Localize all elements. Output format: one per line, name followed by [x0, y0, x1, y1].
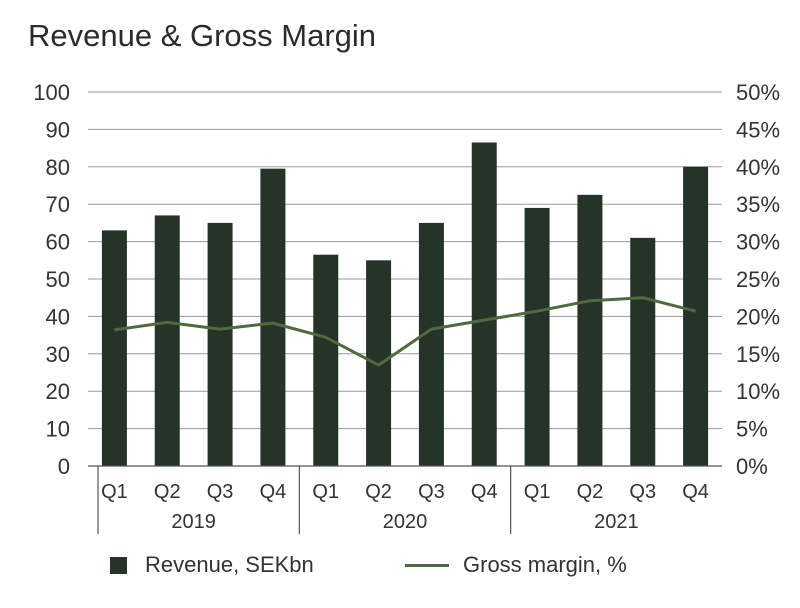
- y-right-tick-label: 15%: [736, 342, 780, 367]
- x-group-label: 2021: [594, 511, 639, 533]
- y-right-tick-label: 10%: [736, 379, 780, 404]
- x-group-label: 2020: [383, 511, 428, 533]
- x-tick-label: Q1: [101, 481, 128, 503]
- y-left-tick-label: 80: [46, 155, 70, 180]
- y-axis-left: 0 10 20 30 40 50 60 70 80 90 100: [33, 80, 70, 479]
- y-right-tick-label: 40%: [736, 155, 780, 180]
- legend-label-revenue: Revenue, SEKbn: [145, 552, 314, 577]
- x-tick-label: Q2: [365, 481, 392, 503]
- legend-swatch-revenue: [110, 556, 127, 574]
- y-left-tick-label: 40: [46, 304, 70, 329]
- y-left-tick-label: 20: [46, 379, 70, 404]
- bar-series: [101, 142, 709, 467]
- bar: [260, 168, 286, 467]
- bar: [313, 254, 339, 466]
- y-right-tick-label: 0%: [736, 454, 768, 479]
- y-left-tick-label: 60: [46, 230, 70, 255]
- x-tick-label: Q1: [312, 481, 339, 503]
- chart-title: Revenue & Gross Margin: [28, 18, 377, 53]
- y-left-tick-label: 10: [46, 417, 70, 442]
- bar: [524, 207, 550, 466]
- legend: Revenue, SEKbn Gross margin, %: [0, 552, 800, 584]
- x-axis: Q1 Q2 Q3 Q4 Q1 Q2 Q3 Q4 Q1 Q2 Q3 Q4 2019 2020 2021: [88, 465, 722, 534]
- y-right-tick-label: 45%: [736, 117, 780, 142]
- x-tick-label: Q4: [682, 481, 709, 503]
- y-right-tick-label: 25%: [736, 267, 780, 292]
- bar: [101, 230, 127, 466]
- legend-item-revenue: Revenue, SEKbn: [110, 552, 314, 578]
- bar: [418, 222, 444, 466]
- x-tick-label: Q4: [471, 481, 498, 503]
- bar: [577, 194, 603, 466]
- bar: [207, 222, 233, 466]
- bar: [154, 215, 180, 466]
- y-left-tick-label: 100: [33, 80, 70, 105]
- y-right-tick-label: 5%: [736, 417, 768, 442]
- bar: [366, 260, 392, 466]
- y-right-tick-label: 50%: [736, 80, 780, 105]
- bar: [630, 237, 656, 466]
- x-group-label: 2019: [171, 511, 216, 533]
- gross-margin-line: [114, 296, 696, 367]
- y-left-tick-label: 0: [58, 454, 70, 479]
- legend-item-gross-margin: Gross margin, %: [405, 552, 627, 578]
- y-left-tick-label: 90: [46, 117, 70, 142]
- bar: [683, 166, 709, 467]
- x-tick-label: Q3: [207, 481, 234, 503]
- grid: [88, 91, 722, 430]
- y-left-tick-label: 70: [46, 192, 70, 217]
- x-tick-label: Q3: [629, 481, 656, 503]
- x-tick-label: Q4: [260, 481, 287, 503]
- line-series: [114, 296, 696, 367]
- x-tick-label: Q1: [524, 481, 551, 503]
- y-right-tick-label: 35%: [736, 192, 780, 217]
- legend-label-gross-margin: Gross margin, %: [463, 552, 627, 577]
- y-right-tick-label: 30%: [736, 230, 780, 255]
- x-tick-label: Q2: [577, 481, 604, 503]
- legend-swatch-gross-margin: [405, 563, 449, 567]
- bar: [471, 142, 497, 467]
- x-tick-label: Q2: [154, 481, 181, 503]
- y-left-tick-label: 30: [46, 342, 70, 367]
- y-axis-right: 0% 5% 10% 15% 20% 25% 30% 35% 40% 45% 50%: [736, 80, 780, 479]
- y-right-tick-label: 20%: [736, 304, 780, 329]
- y-left-tick-label: 50: [46, 267, 70, 292]
- x-tick-label: Q3: [418, 481, 445, 503]
- chart-canvas: 0 10 20 30 40 50 60 70 80 90 100 0% 5% 10% 15% 20% 25% 3…: [33, 80, 780, 534]
